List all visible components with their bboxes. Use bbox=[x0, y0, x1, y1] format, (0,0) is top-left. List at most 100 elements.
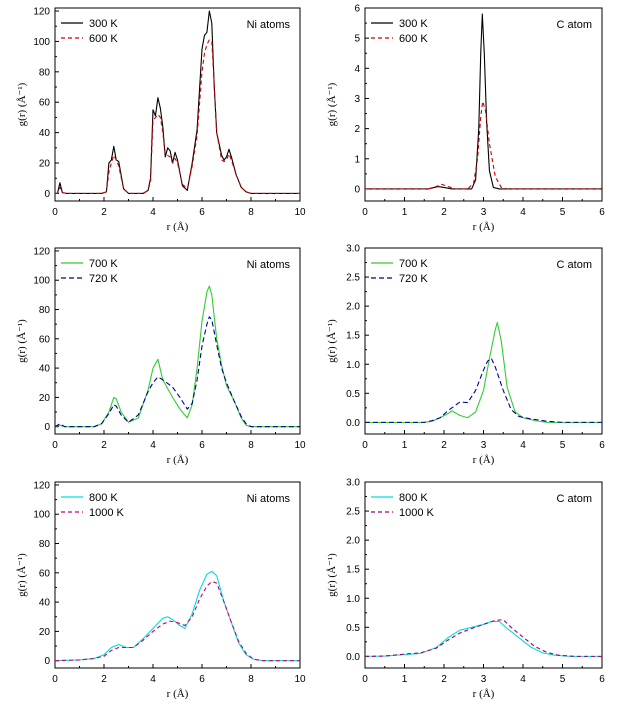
series-line-1000-k bbox=[55, 581, 300, 662]
series-line-300-k bbox=[365, 13, 602, 190]
y-axis-label: g(r) (Å⁻¹) bbox=[326, 82, 338, 126]
series-line-800-k bbox=[365, 620, 602, 657]
x-tick-label: 6 bbox=[199, 207, 205, 218]
legend-label: 720 K bbox=[89, 273, 118, 285]
y-tick-label: 0 bbox=[354, 184, 360, 195]
y-tick-label: 0 bbox=[44, 189, 50, 200]
x-axis-label: r (Å) bbox=[473, 688, 495, 700]
x-tick-label: 8 bbox=[248, 440, 254, 451]
y-axis-label: g(r) (Å⁻¹) bbox=[16, 553, 28, 597]
panel-annotation: Ni atoms bbox=[247, 493, 291, 505]
y-tick-label: 40 bbox=[39, 128, 51, 139]
x-tick-label: 0 bbox=[52, 674, 58, 685]
y-tick-label: 120 bbox=[33, 246, 50, 257]
x-tick-label: 0 bbox=[362, 674, 368, 685]
y-tick-label: 20 bbox=[39, 159, 51, 170]
x-tick-label: 2 bbox=[441, 674, 447, 685]
x-tick-label: 10 bbox=[294, 674, 306, 685]
x-tick-label: 2 bbox=[101, 440, 107, 451]
x-tick-label: 6 bbox=[599, 674, 605, 685]
y-tick-label: 0 bbox=[44, 422, 50, 433]
y-tick-label: 120 bbox=[33, 480, 50, 491]
y-axis-label: g(r) (Å⁻¹) bbox=[326, 319, 338, 363]
x-tick-label: 5 bbox=[560, 207, 566, 218]
chart-panel-c-800-1000: 0 1 2 3 4 5 6 0.0 0.5 1.0 1.5 2.0 2.5 3.0 r (Å) g(r) (Å… bbox=[326, 478, 605, 701]
x-tick-label: 6 bbox=[599, 440, 605, 451]
series-line-1000-k bbox=[365, 619, 602, 657]
y-tick-label: 1.5 bbox=[346, 331, 360, 342]
y-tick-label: 5 bbox=[354, 34, 360, 45]
x-axis-label: r (Å) bbox=[167, 454, 189, 466]
x-axis-label: r (Å) bbox=[473, 454, 495, 466]
panel-annotation: C atom bbox=[557, 19, 592, 31]
x-tick-label: 6 bbox=[599, 207, 605, 218]
series-line-300-k bbox=[55, 10, 300, 194]
x-tick-label: 4 bbox=[520, 207, 526, 218]
panel-annotation: C atom bbox=[557, 259, 592, 271]
panel-annotation: C atom bbox=[557, 493, 592, 505]
x-tick-label: 4 bbox=[150, 440, 156, 451]
y-tick-label: 100 bbox=[33, 510, 50, 521]
x-tick-label: 3 bbox=[481, 674, 487, 685]
x-tick-label: 4 bbox=[150, 674, 156, 685]
panel-annotation: Ni atoms bbox=[247, 259, 291, 271]
series-line-700-k bbox=[365, 321, 602, 423]
legend-label: 720 K bbox=[399, 273, 428, 285]
y-tick-label: 60 bbox=[39, 98, 51, 109]
legend-label: 1000 K bbox=[399, 507, 435, 519]
x-tick-label: 3 bbox=[481, 440, 487, 451]
series-line-800-k bbox=[55, 570, 300, 662]
y-tick-label: 6 bbox=[354, 4, 360, 15]
y-tick-label: 1 bbox=[354, 154, 360, 165]
y-tick-label: 0.5 bbox=[346, 389, 360, 400]
x-tick-label: 8 bbox=[248, 674, 254, 685]
x-axis-label: r (Å) bbox=[473, 221, 495, 233]
series-line-720-k bbox=[365, 357, 602, 423]
y-tick-label: 20 bbox=[39, 393, 51, 404]
legend-label: 800 K bbox=[399, 492, 428, 504]
x-tick-label: 4 bbox=[520, 674, 526, 685]
x-tick-label: 4 bbox=[150, 207, 156, 218]
legend-label: 300 K bbox=[399, 18, 428, 30]
y-tick-label: 3.0 bbox=[346, 244, 360, 255]
series-line-700-k bbox=[55, 285, 300, 428]
x-tick-label: 2 bbox=[441, 440, 447, 451]
y-tick-label: 120 bbox=[33, 7, 50, 18]
x-tick-label: 1 bbox=[402, 207, 408, 218]
y-tick-label: 100 bbox=[33, 37, 50, 48]
y-tick-label: 80 bbox=[39, 539, 51, 550]
y-tick-label: 1.5 bbox=[346, 565, 360, 576]
y-tick-label: 80 bbox=[39, 305, 51, 316]
chart-panel-c-300-600: 0 1 2 3 4 5 6 0 1 2 3 4 5 6 r (Å) g(r) (Å⁻¹) 300 K 600 K C… bbox=[326, 4, 605, 234]
x-tick-label: 10 bbox=[294, 207, 306, 218]
x-tick-label: 0 bbox=[52, 440, 58, 451]
panel-annotation: Ni atoms bbox=[247, 19, 291, 31]
y-tick-label: 2.0 bbox=[346, 536, 360, 547]
x-tick-label: 5 bbox=[560, 440, 566, 451]
y-tick-label: 80 bbox=[39, 67, 51, 78]
legend-label: 800 K bbox=[89, 492, 118, 504]
y-tick-label: 2 bbox=[354, 124, 360, 135]
x-tick-label: 3 bbox=[481, 207, 487, 218]
y-tick-label: 1.0 bbox=[346, 594, 360, 605]
x-tick-label: 6 bbox=[199, 440, 205, 451]
y-axis-label: g(r) (Å⁻¹) bbox=[16, 319, 28, 363]
y-tick-label: 60 bbox=[39, 568, 51, 579]
y-tick-label: 2.5 bbox=[346, 507, 360, 518]
y-tick-label: 2.0 bbox=[346, 302, 360, 313]
series-line-600-k bbox=[55, 39, 300, 194]
x-tick-label: 4 bbox=[520, 440, 526, 451]
y-axis-label: g(r) (Å⁻¹) bbox=[16, 82, 28, 126]
series-line-720-k bbox=[55, 316, 300, 428]
x-tick-label: 1 bbox=[402, 674, 408, 685]
x-tick-label: 5 bbox=[560, 674, 566, 685]
x-tick-label: 0 bbox=[362, 440, 368, 451]
legend-label: 700 K bbox=[89, 258, 118, 270]
y-tick-label: 40 bbox=[39, 598, 51, 609]
x-tick-label: 1 bbox=[402, 440, 408, 451]
chart-panel-c-700-720: 0 1 2 3 4 5 6 0.0 0.5 1.0 1.5 2.0 2.5 3.0 r (Å) g(r) (Å… bbox=[326, 244, 605, 467]
